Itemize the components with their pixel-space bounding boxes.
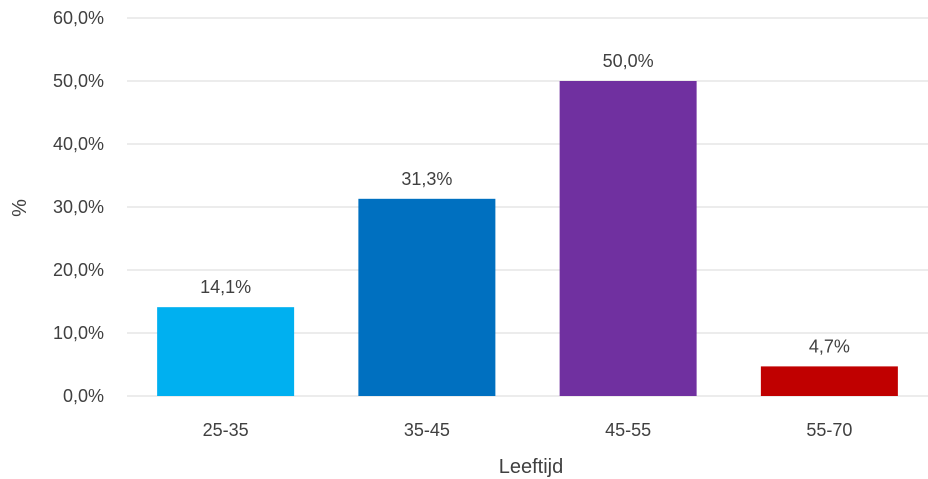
x-tick-label: 25-35 [203,420,249,440]
y-tick-label: 40,0% [53,134,104,154]
y-tick-label: 0,0% [63,386,104,406]
y-tick-label: 60,0% [53,8,104,28]
x-axis-ticks: 25-35 35-45 45-55 55-70 [203,420,853,440]
data-labels: 14,1% 31,3% 50,0% 4,7% [200,51,850,356]
data-label: 31,3% [401,169,452,189]
y-axis-title: % [9,199,31,217]
y-tick-label: 30,0% [53,197,104,217]
bar-25-35 [157,307,295,396]
y-tick-label: 10,0% [53,323,104,343]
y-tick-label: 50,0% [53,71,104,91]
x-axis-title: Leeftijd [499,456,564,478]
bar-45-55 [559,81,697,396]
data-label: 14,1% [200,277,251,297]
bars [157,81,898,396]
bar-55-70 [760,366,898,396]
bar-35-45 [358,198,496,396]
y-axis-ticks: 0,0% 10,0% 20,0% 30,0% 40,0% 50,0% 60,0% [53,8,104,406]
data-label: 50,0% [603,51,654,71]
data-label: 4,7% [809,336,850,356]
y-tick-label: 20,0% [53,260,104,280]
x-tick-label: 45-55 [605,420,651,440]
x-tick-label: 55-70 [806,420,852,440]
x-tick-label: 35-45 [404,420,450,440]
